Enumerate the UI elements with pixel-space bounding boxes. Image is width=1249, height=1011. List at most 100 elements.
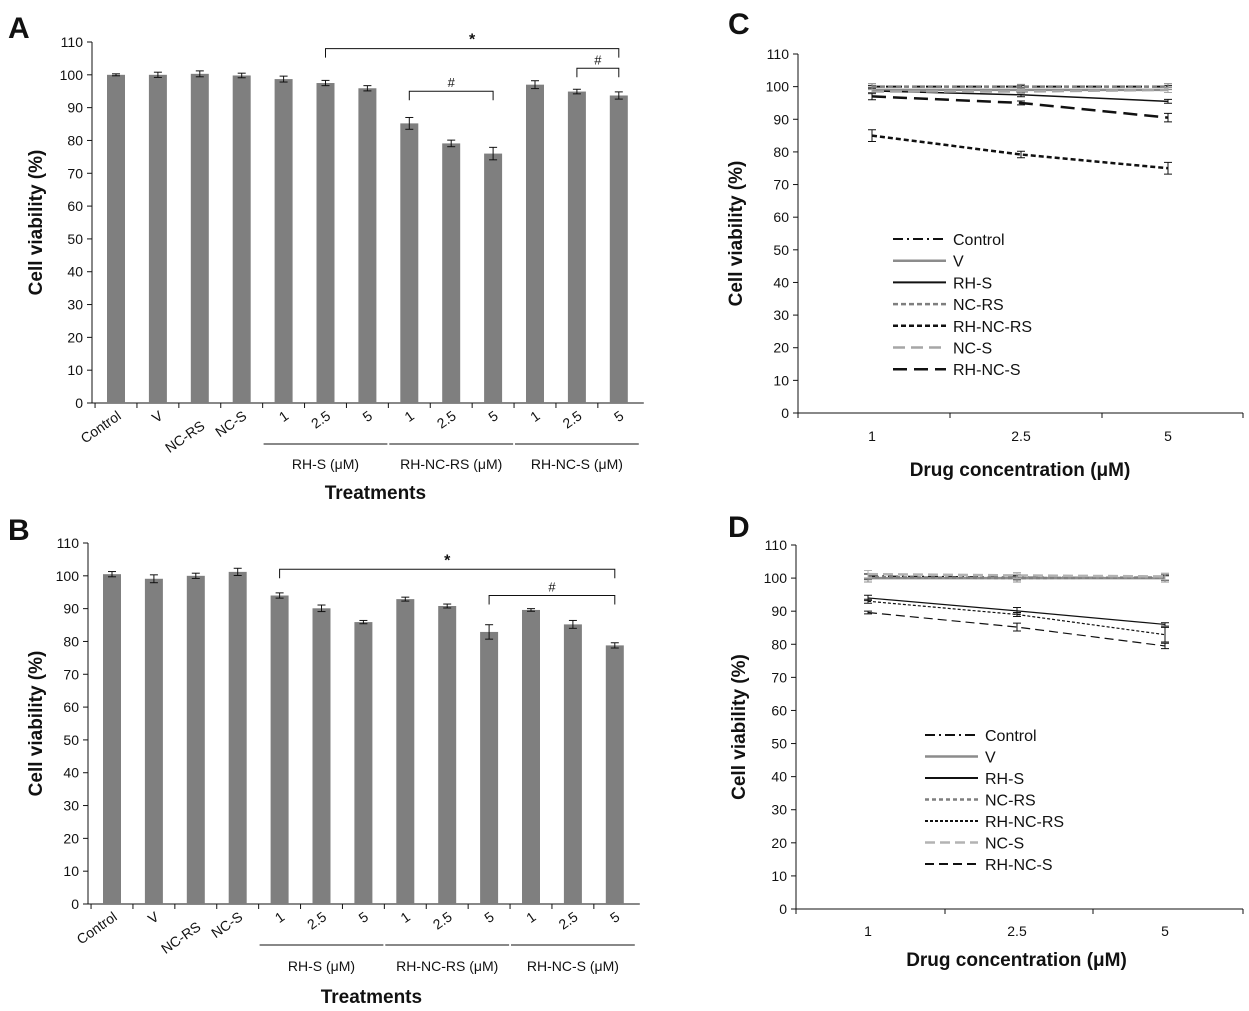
panel-letter: A: [8, 12, 30, 45]
x-category-label: NC-RS: [162, 417, 208, 456]
bar: [484, 153, 503, 403]
y-tick-label: 60: [773, 209, 789, 225]
x-category-label: 5: [607, 908, 623, 926]
error-bar: [1161, 626, 1169, 643]
error-bar: [1013, 612, 1021, 617]
y-tick-label: 50: [771, 736, 787, 752]
legend-label: Control: [985, 728, 1037, 745]
y-tick-label: 10: [67, 362, 83, 378]
y-tick-label: 0: [71, 896, 79, 912]
x-category-label: V: [149, 407, 166, 426]
y-tick-label: 100: [764, 570, 788, 586]
significance-label: #: [594, 52, 602, 67]
group-label: RH-NC-S (μM): [527, 958, 619, 974]
error-bar: [1164, 161, 1172, 175]
error-bar: [1017, 83, 1025, 90]
error-bar: [864, 569, 872, 579]
legend-label: V: [985, 750, 996, 767]
significance-bracket: [488, 595, 616, 605]
y-tick-label: 30: [67, 297, 83, 313]
x-category-label: Control: [74, 908, 120, 947]
x-category-label: 5: [611, 407, 627, 425]
x-category-label: V: [145, 908, 162, 927]
bar: [107, 74, 125, 404]
significance-bracket: [325, 48, 620, 58]
group-label: RH-NC-RS (μM): [400, 456, 502, 472]
bar: [480, 631, 499, 904]
bar: [228, 571, 247, 904]
x-category-label: 1: [276, 407, 292, 425]
bar: [186, 575, 205, 904]
series-line-rh-nc-s: [867, 611, 1166, 647]
y-axis-title: Cell viability (%): [729, 654, 750, 800]
legend-label: Control: [953, 232, 1005, 249]
y-tick-label: 50: [773, 242, 789, 258]
y-tick-label: 80: [771, 636, 787, 652]
error-bar: [864, 610, 872, 615]
legend-label: RH-NC-S: [953, 362, 1021, 379]
x-category-label: 2.5: [559, 407, 584, 431]
y-tick-label: 20: [63, 830, 79, 846]
y-tick-label: 90: [773, 111, 789, 127]
bar: [400, 123, 419, 403]
y-tick-label: 40: [773, 274, 789, 290]
x-category-label: 1: [397, 908, 413, 926]
legend-label: RH-S: [953, 275, 992, 292]
panel-letter: D: [728, 511, 750, 544]
y-tick-label: 80: [63, 633, 79, 649]
x-category-label: 1: [868, 428, 876, 444]
bar: [144, 578, 163, 904]
error-bar: [1164, 98, 1172, 104]
y-tick-label: 100: [60, 67, 84, 83]
panel-letter: B: [8, 514, 30, 547]
error-bar: [868, 129, 876, 142]
legend-label: RH-S: [985, 771, 1024, 788]
y-tick-label: 40: [63, 765, 79, 781]
error-bar: [1013, 622, 1021, 632]
y-tick-label: 70: [773, 177, 789, 193]
x-category-label: 5: [1164, 428, 1172, 444]
y-tick-label: 40: [67, 264, 83, 280]
y-tick-label: 50: [67, 231, 83, 247]
x-category-label: 2.5: [304, 908, 329, 932]
bar: [526, 84, 544, 403]
y-axis-title: Cell viability (%): [26, 651, 47, 797]
group-label: RH-NC-RS (μM): [396, 958, 498, 974]
x-category-label: NC-RS: [158, 918, 204, 957]
bar: [442, 143, 461, 403]
y-tick-label: 110: [765, 537, 788, 553]
y-tick-label: 10: [771, 868, 787, 884]
significance-bracket: [576, 67, 620, 78]
bar: [563, 624, 582, 904]
x-category-label: 2.5: [1007, 923, 1027, 939]
y-tick-label: 0: [779, 901, 787, 917]
significance-label: #: [548, 580, 556, 595]
significance-label: *: [469, 32, 476, 49]
y-tick-label: 10: [773, 372, 789, 388]
y-tick-label: 90: [67, 100, 83, 116]
x-category-label: Control: [78, 407, 124, 446]
significance-label: *: [444, 552, 451, 569]
y-tick-label: 110: [61, 34, 84, 50]
group-label: RH-S (μM): [288, 958, 355, 974]
x-category-label: 5: [481, 908, 497, 926]
x-axis-title: Drug concentration (μM): [910, 460, 1131, 481]
y-tick-label: 110: [57, 535, 80, 551]
x-category-label: 2.5: [434, 407, 459, 431]
error-bar: [1164, 86, 1172, 94]
error-bar: [1013, 571, 1021, 579]
bar: [270, 595, 289, 904]
x-category-label: 1: [864, 923, 872, 939]
y-tick-label: 80: [773, 144, 789, 160]
y-tick-label: 70: [63, 666, 79, 682]
error-bar: [864, 598, 872, 604]
significance-bracket: [408, 90, 494, 101]
y-tick-label: 110: [767, 46, 790, 62]
bar: [567, 91, 586, 404]
bar: [609, 95, 628, 403]
x-category-label: 5: [1161, 923, 1169, 939]
x-category-label: 1: [272, 908, 288, 926]
error-bar: [1161, 572, 1169, 581]
x-category-label: 2.5: [308, 407, 333, 431]
legend-label: RH-NC-S: [985, 857, 1053, 874]
